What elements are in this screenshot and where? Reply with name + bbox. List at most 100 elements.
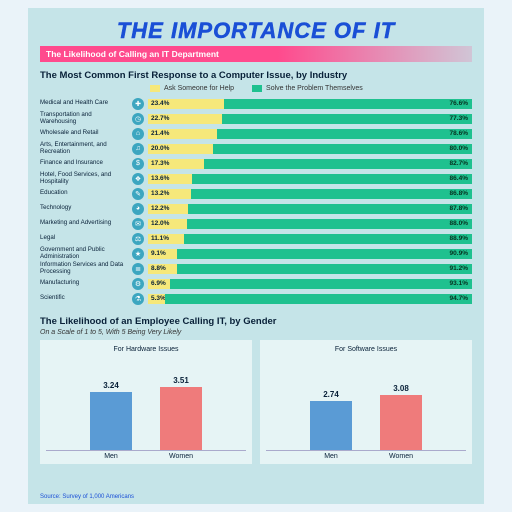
gender-bar-label: Men: [310, 453, 352, 460]
industry-icon: ⚗: [132, 293, 144, 305]
bar-segment-solve: 94.7%: [165, 294, 472, 304]
industry-label: Transportation and Warehousing: [40, 112, 132, 126]
gender-bar-label: Women: [380, 453, 422, 460]
gender-bar-rect: [310, 401, 352, 450]
gender-charts: For Hardware Issues3.243.51MenWomenFor S…: [40, 340, 472, 464]
industry-row: Government and Public Administration★9.1…: [40, 246, 472, 261]
bar-track: 21.4%78.6%: [148, 129, 472, 139]
industry-icon: ✚: [132, 98, 144, 110]
bar-segment-solve: 76.6%: [224, 99, 472, 109]
industry-row: Education✎ 13.2%86.8%: [40, 186, 472, 201]
bar-segment-ask: 12.0%: [148, 219, 187, 229]
gender-bar-label: Women: [160, 453, 202, 460]
bar-segment-solve: 78.6%: [217, 129, 472, 139]
industry-row: Information Services and Data Processing…: [40, 261, 472, 276]
industry-label: Arts, Entertainment, and Recreation: [40, 142, 132, 156]
industry-icon: ♫: [132, 143, 144, 155]
bar-track: 8.8%91.2%: [148, 264, 472, 274]
legend-solve-swatch: [252, 85, 262, 92]
source-text: Source: Survey of 1,000 Americans: [40, 494, 134, 500]
bar-segment-ask: 23.4%: [148, 99, 224, 109]
industry-row: Wholesale and Retail⌂21.4%78.6%: [40, 126, 472, 141]
legend: Ask Someone for Help Solve the Problem T…: [150, 85, 472, 92]
bar-segment-ask: 17.3%: [148, 159, 204, 169]
bar-track: 22.7%77.3%: [148, 114, 472, 124]
bar-segment-ask: 5.3%: [148, 294, 165, 304]
industry-icon: ≣: [132, 263, 144, 275]
bar-segment-ask: 20.0%: [148, 144, 213, 154]
bar-track: 20.0%80.0%: [148, 144, 472, 154]
industry-icon: ❖: [132, 173, 144, 185]
gender-bar-rect: [90, 392, 132, 450]
industry-label: Finance and Insurance: [40, 160, 132, 167]
section2-title: The Likelihood of an Employee Calling IT…: [40, 316, 472, 327]
gender-bar: 3.08: [380, 384, 422, 450]
gender-bar: 3.51: [160, 376, 202, 450]
industry-row: Technology◕ 12.2%87.8%: [40, 201, 472, 216]
bar-segment-ask: 11.1%: [148, 234, 184, 244]
bar-segment-ask: 13.2%: [148, 189, 191, 199]
industry-row: Legal⚖11.1%88.9%: [40, 231, 472, 246]
bar-segment-solve: 77.3%: [222, 114, 472, 124]
industry-icon: ✉: [132, 218, 144, 230]
industry-row: Transportation and Warehousing◷ 22.7%77.3…: [40, 111, 472, 126]
industry-label: Marketing and Advertising: [40, 220, 132, 227]
bar-segment-solve: 88.9%: [184, 234, 472, 244]
bar-segment-solve: 93.1%: [170, 279, 472, 289]
industry-label: Scientific: [40, 295, 132, 302]
industry-row: Scientific⚗ 5.3%94.7%: [40, 291, 472, 306]
legend-ask: Ask Someone for Help: [150, 85, 234, 92]
industry-label: Government and Public Administration: [40, 247, 132, 261]
industry-label: Education: [40, 190, 132, 197]
bar-track: 12.2%87.8%: [148, 204, 472, 214]
bar-track: 5.3%94.7%: [148, 294, 472, 304]
industry-rows: Medical and Health Care✚ 23.4%76.6% Transp…: [40, 96, 472, 306]
industry-icon: ⚙: [132, 278, 144, 290]
bar-segment-solve: 91.2%: [177, 264, 472, 274]
bar-segment-ask: 8.8%: [148, 264, 177, 274]
bar-track: 6.9%93.1%: [148, 279, 472, 289]
industry-label: Medical and Health Care: [40, 100, 132, 107]
industry-label: Legal: [40, 235, 132, 242]
section2-subtitle: On a Scale of 1 to 5, With 5 Being Very …: [40, 329, 472, 336]
gender-bar: 2.74: [310, 390, 352, 450]
bar-segment-solve: 88.0%: [187, 219, 472, 229]
bar-segment-solve: 90.9%: [177, 249, 472, 259]
industry-row: Marketing and Advertising✉ 12.0%88.0%: [40, 216, 472, 231]
legend-solve-label: Solve the Problem Themselves: [266, 85, 363, 92]
industry-label: Information Services and Data Processing: [40, 262, 132, 276]
legend-solve: Solve the Problem Themselves: [252, 85, 363, 92]
industry-icon: ★: [132, 248, 144, 260]
bar-track: 12.0%88.0%: [148, 219, 472, 229]
legend-ask-swatch: [150, 85, 160, 92]
section2: The Likelihood of an Employee Calling IT…: [40, 316, 472, 464]
gender-bar-value: 3.51: [173, 376, 189, 385]
industry-icon: ✎: [132, 188, 144, 200]
bar-track: 11.1%88.9%: [148, 234, 472, 244]
gender-chart-title: For Software Issues: [266, 346, 466, 353]
gender-chart: For Hardware Issues3.243.51MenWomen: [40, 340, 252, 464]
industry-row: Medical and Health Care✚ 23.4%76.6%: [40, 96, 472, 111]
gender-bar-value: 2.74: [323, 390, 339, 399]
gender-labels: MenWomen: [46, 451, 246, 460]
section1-title: The Most Common First Response to a Comp…: [40, 70, 472, 81]
bar-segment-ask: 22.7%: [148, 114, 222, 124]
industry-label: Technology: [40, 205, 132, 212]
industry-row: Manufacturing⚙ 6.9%93.1%: [40, 276, 472, 291]
industry-label: Hotel, Food Services, and Hospitality: [40, 172, 132, 186]
main-title: THE IMPORTANCE OF IT: [40, 18, 472, 44]
bar-segment-solve: 80.0%: [213, 144, 472, 154]
industry-row: Arts, Entertainment, and Recreation♫ 20.0…: [40, 141, 472, 156]
industry-icon: ⌂: [132, 128, 144, 140]
industry-icon: ◷: [132, 113, 144, 125]
bar-segment-ask: 13.6%: [148, 174, 192, 184]
bar-track: 13.2%86.8%: [148, 189, 472, 199]
industry-label: Manufacturing: [40, 280, 132, 287]
legend-ask-label: Ask Someone for Help: [164, 85, 234, 92]
industry-icon: ◕: [132, 203, 144, 215]
bar-segment-ask: 21.4%: [148, 129, 217, 139]
gender-labels: Men Women: [266, 451, 466, 460]
infographic-panel: THE IMPORTANCE OF IT The Likelihood of C…: [28, 8, 484, 504]
industry-row: Finance and Insurance$17.3%82.7%: [40, 156, 472, 171]
industry-icon: $: [132, 158, 144, 170]
